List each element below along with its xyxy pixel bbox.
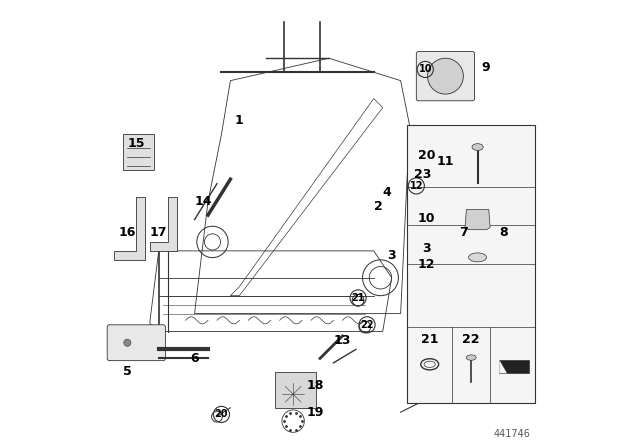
Text: 19: 19 [307, 405, 324, 419]
Text: 22: 22 [360, 320, 374, 330]
Text: 22: 22 [463, 333, 480, 346]
Text: 10: 10 [418, 212, 435, 225]
Ellipse shape [467, 355, 476, 360]
FancyBboxPatch shape [108, 325, 165, 361]
FancyBboxPatch shape [417, 52, 475, 101]
Text: 10: 10 [419, 65, 432, 74]
Text: 6: 6 [190, 352, 199, 365]
Text: 3: 3 [387, 249, 396, 262]
Text: 1: 1 [235, 114, 244, 128]
Polygon shape [150, 197, 177, 251]
Polygon shape [499, 360, 529, 373]
Circle shape [124, 339, 131, 346]
Text: 441746: 441746 [493, 429, 531, 439]
Text: 3: 3 [422, 242, 431, 255]
Text: 21: 21 [421, 333, 438, 346]
Text: 18: 18 [307, 379, 324, 392]
Text: 13: 13 [333, 334, 351, 347]
Text: 11: 11 [436, 155, 454, 168]
Polygon shape [499, 360, 507, 373]
Text: 4: 4 [383, 186, 392, 199]
Text: 23: 23 [423, 172, 440, 186]
Text: 23: 23 [414, 168, 432, 181]
Polygon shape [114, 197, 145, 260]
FancyBboxPatch shape [275, 372, 316, 408]
Circle shape [428, 58, 463, 94]
Text: 20: 20 [214, 409, 228, 419]
Text: 21: 21 [351, 293, 365, 303]
Ellipse shape [472, 144, 483, 151]
FancyBboxPatch shape [123, 134, 154, 170]
Text: 5: 5 [123, 365, 132, 379]
Text: 17: 17 [150, 226, 168, 240]
Text: 9: 9 [481, 60, 490, 74]
Text: 14: 14 [195, 195, 212, 208]
Text: 12: 12 [418, 258, 435, 271]
Ellipse shape [468, 253, 486, 262]
Text: 16: 16 [118, 226, 136, 240]
Bar [407, 125, 535, 403]
Polygon shape [465, 210, 490, 230]
Text: 15: 15 [127, 137, 145, 150]
Text: 12: 12 [410, 181, 423, 191]
Text: 2: 2 [374, 199, 383, 213]
Text: 7: 7 [459, 226, 468, 240]
Text: 8: 8 [499, 226, 508, 240]
Text: 20: 20 [418, 150, 435, 163]
